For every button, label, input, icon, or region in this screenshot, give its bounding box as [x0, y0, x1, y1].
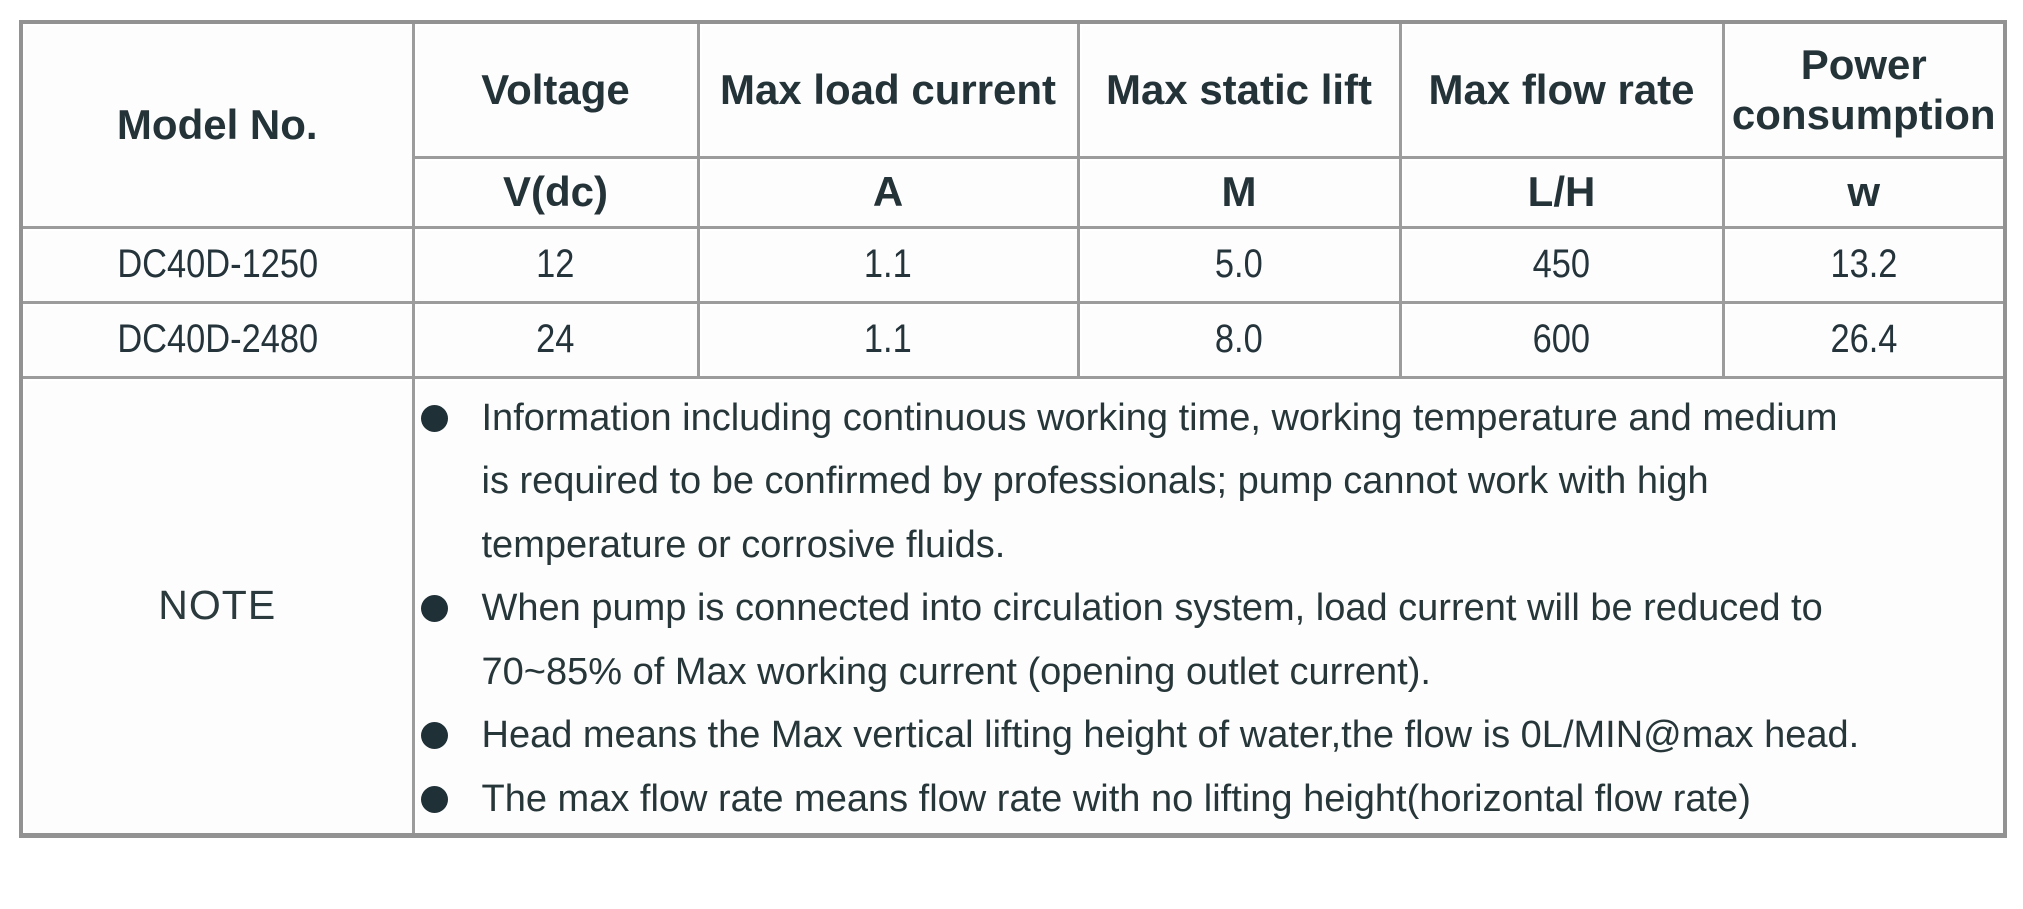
cell-max-static-lift: 5.0 — [1076, 225, 1402, 304]
note-item: Information including continuous working… — [416, 387, 2002, 578]
cell-max-flow-rate: 450 — [1398, 225, 1725, 304]
table-row-dc40d-1250: DC40D-1250 12 1.1 5.0 450 13.2 — [19, 225, 2007, 304]
note-item: Head means the Max vertical lifting heig… — [416, 704, 2002, 768]
cell-model: DC40D-2480 — [19, 300, 415, 379]
unit-max-flow-rate: L/H — [1398, 155, 1725, 229]
unit-max-load-current: A — [696, 155, 1080, 229]
units-row: V(dc) A M L/H w — [21, 155, 2007, 229]
cell-voltage: 24 — [411, 300, 700, 379]
note-item: The max flow rate means flow rate with n… — [416, 768, 2002, 832]
note-text: Head means the Max vertical lifting heig… — [481, 714, 1860, 756]
note-row: NOTE Information including continuous wo… — [19, 375, 2007, 837]
note-text: Information including continuous working… — [481, 396, 1838, 566]
cell-max-static-lift: 8.0 — [1076, 300, 1402, 379]
pump-spec-table: Model No. Voltage Max load current Max s… — [19, 20, 2007, 838]
header-voltage: Voltage — [411, 20, 700, 159]
unit-voltage: V(dc) — [411, 155, 700, 229]
unit-max-static-lift: M — [1076, 155, 1402, 229]
note-item: When pump is connected into circulation … — [416, 577, 2002, 704]
header-model-no: Model No. — [19, 20, 415, 229]
header-row: Model No. Voltage Max load current Max s… — [19, 20, 2007, 229]
cell-max-flow-rate: 600 — [1398, 300, 1725, 379]
bullet-icon — [420, 404, 448, 432]
table-row-dc40d-2480: DC40D-2480 24 1.1 8.0 600 26.4 — [19, 300, 2007, 379]
bullet-icon — [420, 722, 448, 749]
bullet-icon — [420, 595, 448, 622]
unit-power-consumption: w — [1721, 155, 2007, 229]
cell-model: DC40D-1250 — [19, 225, 415, 304]
header-max-flow-rate: Max flow rate — [1398, 20, 1725, 159]
bullet-icon — [420, 785, 448, 813]
header-max-static-lift: Max static lift — [1076, 20, 1402, 159]
cell-voltage: 12 — [411, 225, 700, 304]
note-text: When pump is connected into circulation … — [481, 587, 1823, 693]
cell-power-consumption: 26.4 — [1721, 300, 2007, 379]
cell-max-load-current: 1.1 — [696, 300, 1080, 379]
note-text: The max flow rate means flow rate with n… — [481, 777, 1751, 820]
header-power-consumption: Power consumption — [1721, 20, 2007, 159]
note-label: NOTE — [19, 375, 415, 837]
cell-max-load-current: 1.1 — [696, 225, 1080, 304]
notes-cell: Information including continuous working… — [411, 375, 2007, 837]
header-max-load-current: Max load current — [696, 20, 1080, 159]
cell-power-consumption: 13.2 — [1721, 225, 2007, 304]
